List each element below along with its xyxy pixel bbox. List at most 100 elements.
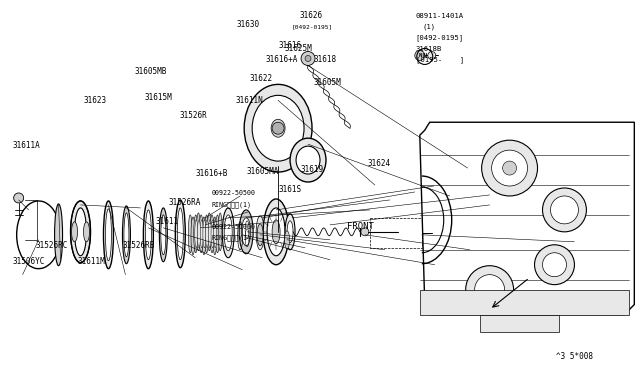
Ellipse shape [285,231,289,249]
Ellipse shape [257,224,263,246]
Circle shape [13,193,24,203]
Ellipse shape [285,214,295,250]
Circle shape [543,188,586,232]
Text: 31611N: 31611N [236,96,264,105]
Ellipse shape [199,215,203,253]
Text: 31618B: 31618B [416,46,442,52]
Ellipse shape [287,221,293,243]
Text: 31526R: 31526R [179,111,207,120]
Text: 31526RA: 31526RA [168,198,200,207]
Text: 00922-51000: 00922-51000 [211,224,255,230]
Circle shape [428,51,436,60]
Ellipse shape [124,213,129,257]
Bar [420,290,629,314]
Ellipse shape [222,208,234,258]
Circle shape [475,275,504,305]
Ellipse shape [290,138,326,182]
Text: 31506YC: 31506YC [12,257,45,266]
Ellipse shape [198,220,200,248]
Ellipse shape [207,213,211,251]
Circle shape [305,55,311,61]
Bar [370,218,422,248]
Ellipse shape [104,201,113,269]
Text: 31605MB: 31605MB [135,67,167,76]
Circle shape [534,245,575,285]
Text: [0195-    ]: [0195- ] [416,57,464,63]
Text: RINGリング(1): RINGリング(1) [211,235,252,241]
Ellipse shape [145,210,152,260]
Text: 31611M: 31611M [77,257,105,266]
Ellipse shape [267,208,285,256]
Circle shape [415,51,425,61]
Text: 31626: 31626 [300,11,323,20]
Text: 31526RB: 31526RB [122,241,154,250]
Ellipse shape [70,201,90,263]
Text: 31611A: 31611A [12,141,40,150]
Ellipse shape [244,84,312,172]
Ellipse shape [242,218,251,246]
Ellipse shape [202,217,206,255]
Ellipse shape [205,215,209,253]
Ellipse shape [211,220,214,248]
Text: RINGリング(1): RINGリング(1) [211,201,252,208]
Text: 31616+B: 31616+B [195,169,228,177]
Ellipse shape [188,215,192,253]
Ellipse shape [161,215,166,255]
Circle shape [301,51,315,65]
Text: 31605MA: 31605MA [246,167,279,176]
Text: 31615M: 31615M [145,93,172,102]
Ellipse shape [263,199,289,265]
Text: 31618: 31618 [314,55,337,64]
Text: 31622: 31622 [250,74,273,83]
Ellipse shape [106,209,111,261]
Circle shape [361,228,369,236]
Text: 3161S: 3161S [278,185,301,194]
Circle shape [492,150,527,186]
Circle shape [272,122,284,134]
Text: 08911-1401A: 08911-1401A [416,13,464,19]
Text: 31616: 31616 [278,41,301,50]
Ellipse shape [210,215,214,253]
Text: N: N [418,53,421,58]
Ellipse shape [239,210,253,254]
Ellipse shape [175,200,186,268]
Ellipse shape [224,215,232,251]
Ellipse shape [194,215,198,253]
Ellipse shape [177,208,183,260]
Ellipse shape [72,222,77,242]
Polygon shape [420,122,634,314]
Circle shape [550,196,579,224]
Text: ^3 5*008: ^3 5*008 [556,352,593,361]
Text: 31624: 31624 [368,159,391,168]
Ellipse shape [212,217,217,255]
Ellipse shape [272,220,280,244]
Bar [479,314,559,333]
Ellipse shape [200,220,203,248]
Ellipse shape [296,146,320,174]
Ellipse shape [191,217,195,255]
Text: 31625M: 31625M [285,44,312,53]
Ellipse shape [159,208,167,262]
Text: 31616+A: 31616+A [266,55,298,64]
Ellipse shape [195,220,198,248]
Text: 31611: 31611 [156,217,179,226]
Text: 00922-50500: 00922-50500 [211,190,255,196]
Circle shape [466,266,513,314]
Circle shape [502,161,516,175]
Ellipse shape [54,204,63,266]
Text: (1): (1) [422,23,435,30]
Text: [0492-0195]: [0492-0195] [291,24,333,29]
Circle shape [543,253,566,277]
Ellipse shape [256,216,264,250]
Text: N: N [422,54,427,60]
Ellipse shape [208,220,211,248]
Ellipse shape [203,220,206,248]
Ellipse shape [252,95,304,161]
Text: FRONT: FRONT [347,222,374,231]
Ellipse shape [216,215,220,253]
Ellipse shape [122,206,131,264]
Text: 31605M: 31605M [314,78,341,87]
Ellipse shape [74,208,86,256]
Ellipse shape [196,213,200,251]
Ellipse shape [218,213,222,251]
